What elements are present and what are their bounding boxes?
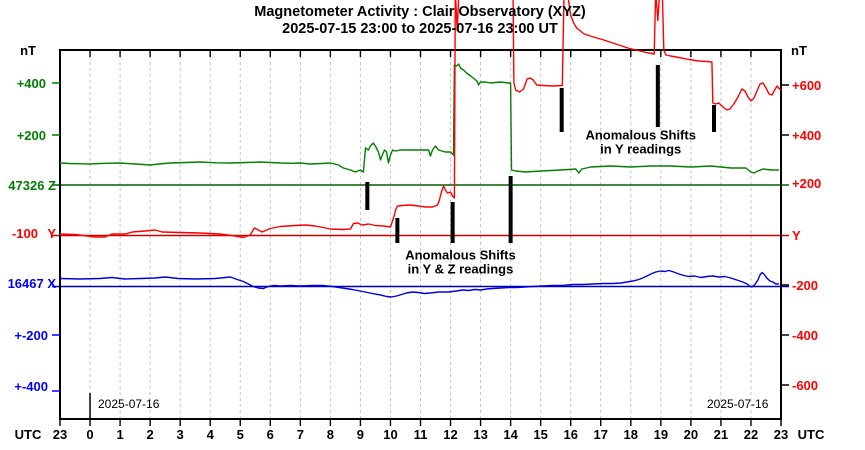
hour-label: 1 (116, 427, 123, 442)
date-label-right: 2025-07-16 (707, 397, 769, 411)
hour-label: 15 (533, 427, 547, 442)
x-trace (59, 269, 779, 298)
utc-label-left: UTC (15, 427, 42, 442)
axis-labels-layer: +400 +200 47326 Z -100 Y 16467 X +-200 +-400 +60… (8, 76, 822, 442)
right-axis-value-label: +400 (792, 128, 821, 143)
utc-label-right: UTC (798, 427, 825, 442)
right-axis-value-label: -600 (792, 378, 818, 393)
baselines-layer (52, 184, 789, 288)
anomaly-annotation-text: Anomalous Shifts (405, 248, 516, 263)
left-axis-value-label: 16467 X (8, 276, 57, 291)
hour-label: 10 (383, 427, 397, 442)
right-axis-unit: nT (791, 43, 807, 58)
anomaly-annotation-text: in Y & Z readings (408, 262, 514, 277)
left-axis-value-label: Y (47, 226, 56, 241)
hour-label: 16 (563, 427, 577, 442)
hour-label: 22 (744, 427, 758, 442)
hour-label: 19 (654, 427, 668, 442)
hour-label: 6 (267, 427, 274, 442)
hour-label: 2 (147, 427, 154, 442)
hour-label: 23 (53, 427, 67, 442)
left-axis-value-label: +-400 (14, 379, 48, 394)
date-label-left: 2025-07-16 (98, 397, 160, 411)
hour-label: 20 (684, 427, 698, 442)
hour-label: 12 (443, 427, 457, 442)
hour-label: 17 (594, 427, 608, 442)
hour-label: 9 (357, 427, 364, 442)
chart-title: Magnetometer Activity : Clair Observator… (254, 4, 586, 20)
left-axis-value-label: 47326 Z (8, 178, 56, 193)
anomaly-annotation-text: Anomalous Shifts (585, 128, 696, 143)
traces-layer (59, 0, 782, 298)
left-axis-unit: nT (20, 43, 36, 58)
hour-label: 14 (503, 427, 518, 442)
hour-label: 21 (714, 427, 728, 442)
right-axis-value-label: +200 (792, 176, 821, 191)
chart-subtitle: 2025-07-15 23:00 to 2025-07-16 23:00 UT (282, 21, 558, 37)
hour-label: 18 (624, 427, 638, 442)
hour-label: 7 (297, 427, 304, 442)
event-marks-layer (365, 65, 717, 243)
gridlines-layer (89, 50, 752, 419)
hour-label: 3 (177, 427, 184, 442)
right-axis-value-label: -400 (792, 328, 818, 343)
hour-label: 5 (237, 427, 244, 442)
right-axis-value-label: Y (792, 228, 801, 243)
hour-label: 8 (327, 427, 334, 442)
hour-label: 0 (86, 427, 93, 442)
left-axis-value-label: +-200 (14, 328, 48, 343)
right-axis-value-label: -200 (792, 278, 818, 293)
left-axis-value-label: +400 (17, 76, 46, 91)
left-axis-value-label: -100 (12, 226, 38, 241)
y-trace (59, 0, 782, 239)
hour-label: 13 (473, 427, 487, 442)
hour-label: 11 (414, 427, 428, 442)
hour-label: 4 (207, 427, 215, 442)
z-trace (59, 63, 779, 174)
left-axis-value-label: +200 (17, 128, 46, 143)
anomaly-annotation-text: in Y readings (600, 142, 681, 157)
right-axis-value-label: +600 (792, 78, 821, 93)
hour-label: 23 (774, 427, 788, 442)
